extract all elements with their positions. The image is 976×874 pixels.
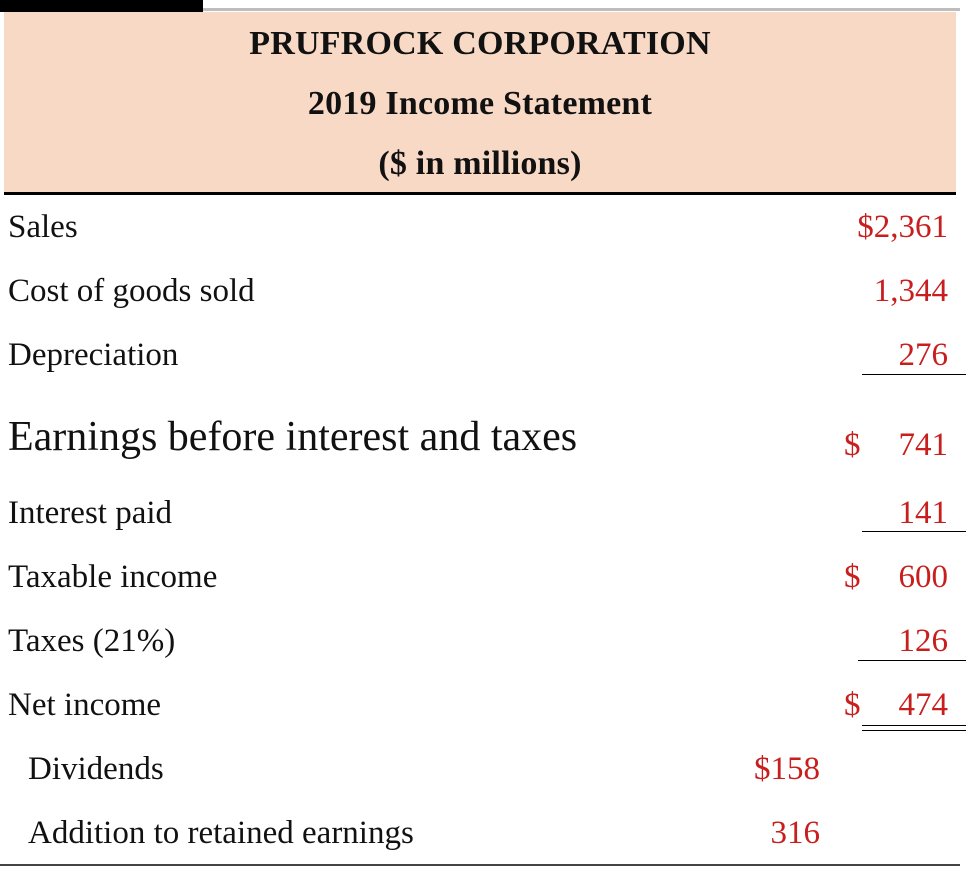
currency-symbol: $	[844, 427, 861, 463]
row-value: 741	[898, 427, 949, 463]
statement-units: ($ in millions)	[378, 145, 582, 182]
row-depreciation: Depreciation 276	[0, 324, 960, 386]
row-label: Addition to retained earnings	[28, 815, 414, 851]
row-net-income: Net income $ 474	[0, 674, 960, 736]
currency-symbol: $	[844, 559, 861, 595]
row-label: Depreciation	[8, 337, 179, 373]
row-label: Net income	[8, 687, 162, 723]
statement-header: PRUFROCK CORPORATION 2019 Income Stateme…	[4, 12, 956, 195]
total-double-underline	[862, 725, 966, 731]
currency-symbol: $	[844, 687, 861, 723]
top-bar-dark	[0, 0, 203, 12]
row-interest: Interest paid 141	[0, 482, 960, 544]
row-label: Cost of goods sold	[8, 273, 255, 309]
row-taxable-income: Taxable income $ 600	[0, 546, 960, 608]
row-label: Taxable income	[8, 559, 218, 595]
row-value: 276	[898, 337, 949, 373]
subtotal-underline	[858, 660, 966, 661]
row-taxes: Taxes (21%) 126	[0, 610, 960, 672]
row-value: 316	[770, 815, 821, 851]
bottom-rule	[0, 864, 960, 866]
row-sales: Sales $2,361	[0, 196, 960, 258]
row-label: Sales	[8, 209, 78, 245]
row-value: 126	[898, 623, 949, 659]
company-name: PRUFROCK CORPORATION	[249, 25, 711, 62]
statement-title: 2019 Income Statement	[307, 85, 653, 122]
row-cogs: Cost of goods sold 1,344	[0, 260, 960, 322]
row-label: Taxes (21%)	[8, 623, 176, 659]
top-bar-rule	[203, 8, 960, 11]
row-value: 1,344	[873, 273, 948, 309]
row-value: 141	[898, 495, 949, 531]
row-label: Interest paid	[8, 495, 173, 531]
subtotal-underline	[862, 531, 966, 532]
row-label: Dividends	[28, 751, 164, 787]
row-value: 474	[898, 687, 949, 723]
row-retained-earnings: Addition to retained earnings 316	[0, 802, 960, 864]
subtotal-underline	[862, 374, 966, 375]
row-value: 600	[898, 559, 949, 595]
row-value-group: $ 474	[844, 674, 948, 736]
row-dividends: Dividends $158	[0, 738, 960, 800]
row-value: $2,361	[857, 209, 948, 245]
row-value: $158	[754, 751, 820, 787]
row-ebit: Earnings before interest and taxes $ 741	[0, 406, 960, 476]
row-value-group: $ 600	[844, 546, 948, 608]
row-label: Earnings before interest and taxes	[8, 414, 578, 460]
row-value-group: $ 741	[844, 414, 948, 476]
